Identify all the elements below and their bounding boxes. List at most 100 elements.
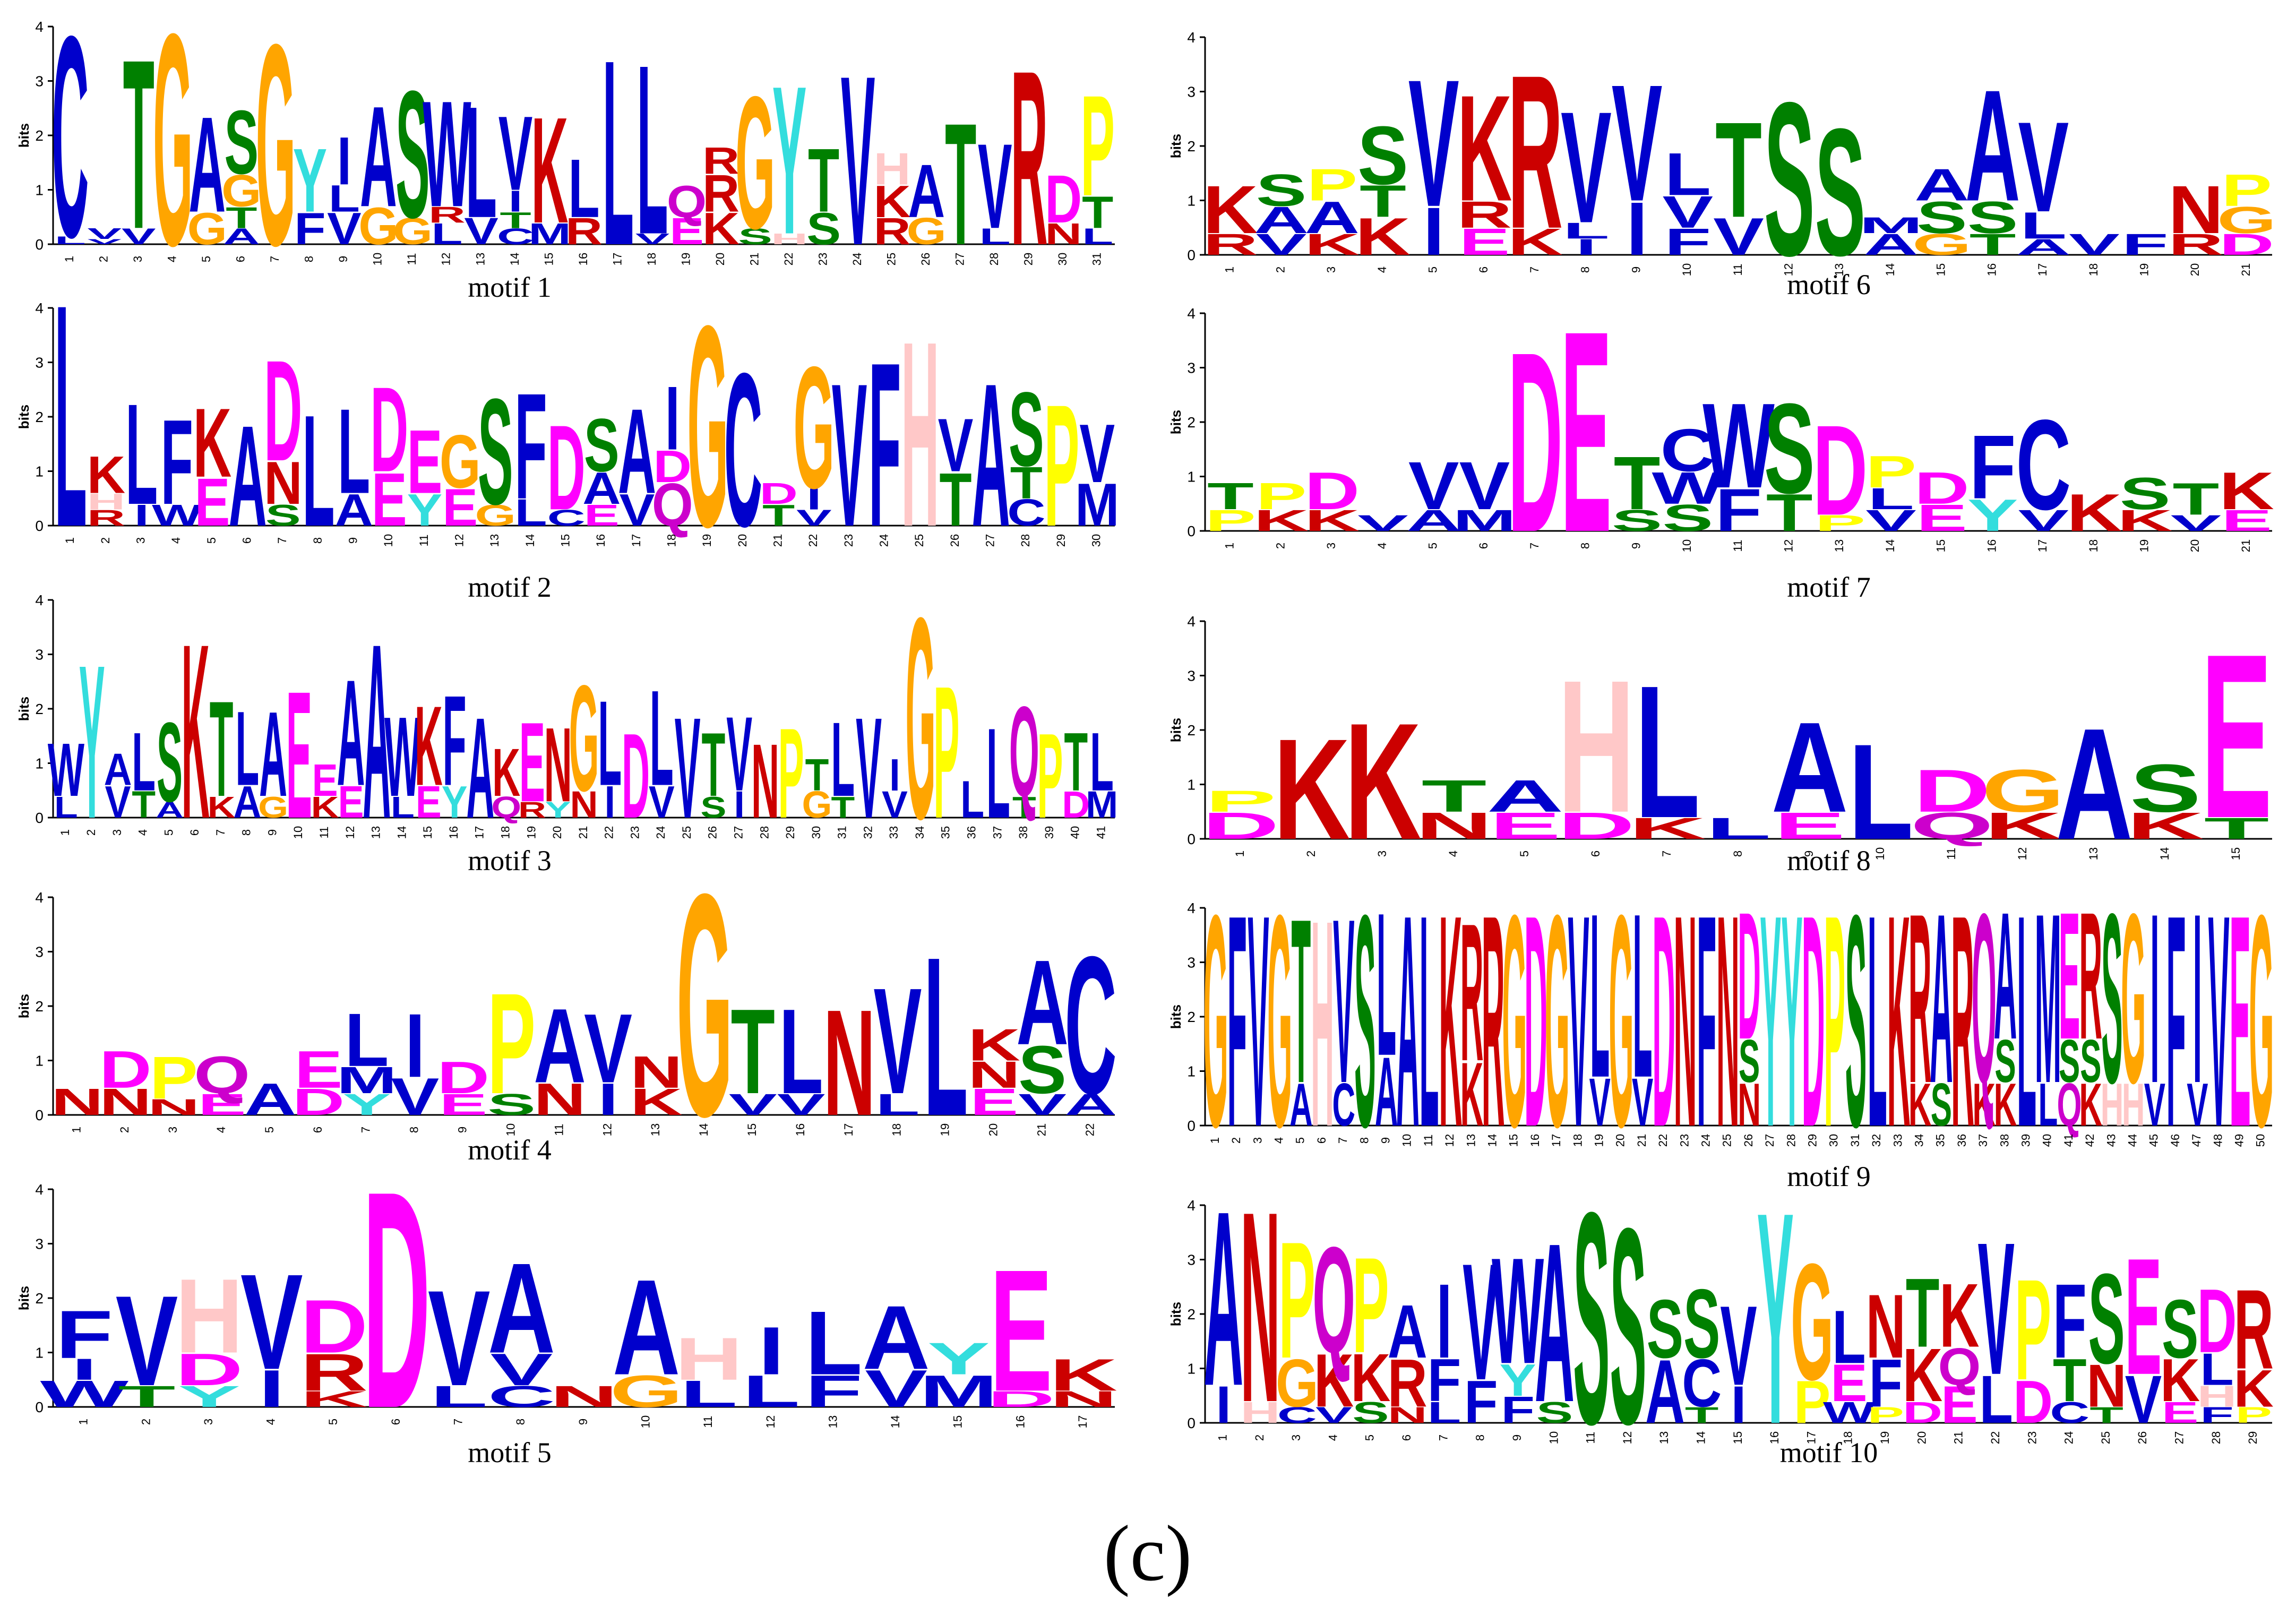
logo-letter-V: V [2125,1361,2162,1438]
x-tick-label: 8 [514,1419,527,1425]
logo-letter-A: A [1064,1088,1117,1122]
logo-letter-P: P [933,647,959,855]
logo-letter-S: S [1610,1195,1646,1460]
logo-letter-L: L [2020,204,2067,247]
logo-letter-L: L [391,791,415,824]
x-tick-label: 10 [1680,539,1693,552]
logo-letter-Q: Q [1938,1337,1981,1396]
logo-letter-A: A [1535,1196,1575,1449]
logo-letter-D: D [1045,161,1082,237]
logo-letter-S: S [1354,897,1375,1163]
logo-letter-L: L [236,689,260,808]
x-tick-label: 30 [1056,253,1069,265]
logo-letter-T: T [132,784,156,826]
logo-letter-P: P [1865,446,1916,497]
x-tick-label: 10 [504,1123,517,1136]
logo-letter-F: F [1869,1345,1903,1421]
logo-letter-Y: Y [342,1088,391,1122]
logo-letter-V: V [620,485,655,536]
logo-letter-D: D [1813,399,1868,543]
logo-letter-E: E [198,1088,246,1122]
logo-letter-S: S [1845,897,1867,1163]
logo-letter-V: V [584,994,632,1103]
logo-letter-A: A [233,777,261,828]
logo-letter-S: S [157,699,183,826]
logo-letter-L: L [680,1372,737,1415]
x-tick-label: 29 [784,826,797,839]
logo-letter-K: K [1903,1333,1942,1418]
logo-letter-Q: Q [1911,805,1993,847]
logo-letter-N: N [2087,1352,2127,1420]
x-tick-label: 4 [136,829,150,836]
x-tick-label: 29 [1806,1134,1819,1147]
x-tick-label: 13 [474,253,487,265]
x-tick-label: 5 [326,1419,340,1425]
logo-letter-P: P [1256,475,1307,518]
logo-letter-I: I [2193,897,2202,1133]
x-tick-label: 17 [473,826,486,839]
logo-letter-A: A [156,797,184,823]
logo-letter-N: N [1050,1387,1117,1412]
x-tick-label: 17 [610,253,624,265]
logo-letter-V: V [1248,897,1269,1163]
x-tick-label: 22 [1083,1123,1096,1136]
logo-letter-T: T [731,984,775,1119]
x-tick-label: 21 [747,253,761,265]
motif-panel-9: 0 1 2 3 4 bits G 1 F 2 V 3 G 4 A T 5 H 6 C V 7 S 8 A L 9 A 10 L 11 K 12 K… [1168,852,2283,1190]
x-tick-label: 11 [1945,848,1958,860]
motif-panel-10: 0 1 2 3 4 bits I A 1 H N 2 C G P 3 V K Q 4 S K P 5 N R A 6 L F I 7 F V 8 F Y… [1168,1149,2283,1487]
motif-title-5: motif 5 [468,1437,552,1469]
y-tick-label: 1 [35,1053,44,1069]
logo-letter-A: A [488,1236,555,1380]
x-tick-label: 28 [1784,1134,1798,1147]
x-tick-label: 11 [701,1416,715,1428]
x-tick-label: 21 [577,826,590,839]
logo-letter-D: D [1903,1395,1942,1429]
motif-panel-6: 0 1 2 3 4 bits R K 1 V A S 2 K A P 3 K T S 4 I V 5 E R K 6 K R 7 I L V 8 I V… [1168,27,2283,302]
x-tick-label: 2 [1304,851,1318,857]
x-tick-label: 16 [1985,539,1998,552]
logo-letter-A: A [363,593,391,855]
logo-letter-E: E [372,458,407,543]
x-tick-label: 20 [736,534,749,547]
logo-letter-L: L [132,715,156,809]
logo-letter-L: L [2038,1072,2058,1139]
logo-letter-T: T [210,672,234,825]
logo-letter-T: T [1422,770,1487,821]
logo-letter-K: K [1344,689,1421,874]
x-tick-label: 3 [1251,1137,1264,1144]
logo-letter-T: T [118,1379,176,1413]
logo-letter-C: C [497,224,534,249]
x-tick-label: 26 [948,534,961,547]
logo-letter-A: A [1645,1341,1685,1442]
x-tick-label: 6 [234,256,247,262]
logo-letter-V: V [491,1344,553,1395]
logo-letter-A: A [1388,1290,1428,1374]
x-tick-label: 31 [1848,1134,1862,1147]
x-tick-label: 23 [816,253,829,265]
logo-letter-A: A [104,744,132,795]
logo-letter-Y: Y [772,42,807,278]
logo-letter-E: E [990,1233,1053,1428]
x-tick-label: 8 [1474,1435,1487,1441]
x-tick-label: 10 [371,253,384,265]
x-tick-label: 8 [1731,851,1744,857]
logo-letter-A: A [1375,1037,1398,1147]
logo-letter-V: V [865,1359,927,1418]
x-tick-label: 20 [2188,539,2202,552]
x-tick-label: 38 [1017,826,1030,839]
logo-letter-G: G [1502,897,1527,1163]
x-tick-label: 8 [1357,1137,1371,1144]
y-tick-label: 3 [1187,1252,1196,1268]
x-tick-label: 28 [1019,534,1032,547]
x-tick-label: 43 [2104,1134,2118,1147]
logo-letter-N: N [1415,805,1492,847]
logo-letter-C: C [1277,1402,1317,1428]
logo-letter-Y: Y [1967,490,2018,540]
logo-letter-E: E [1459,221,1510,263]
x-tick-label: 44 [2126,1134,2139,1147]
y-tick-label: 3 [35,647,44,663]
logo-letter-V: V [327,203,362,254]
